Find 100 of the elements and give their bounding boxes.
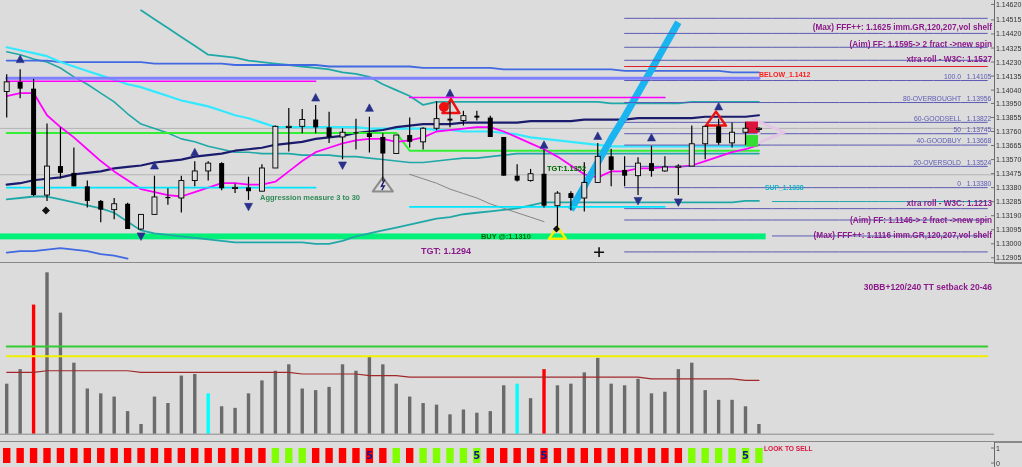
bar xyxy=(139,424,143,434)
bar xyxy=(663,391,667,434)
line-series xyxy=(5,247,129,260)
candlestick xyxy=(648,145,654,178)
candlestick xyxy=(420,126,427,151)
candlestick xyxy=(702,124,709,160)
bar xyxy=(448,414,452,434)
annotation: 5 xyxy=(742,450,750,461)
candlestick xyxy=(313,104,319,134)
line-series xyxy=(409,173,545,223)
candlestick xyxy=(178,175,185,214)
candlestick xyxy=(622,155,628,187)
candlestick xyxy=(232,182,239,194)
candlestick xyxy=(393,134,400,154)
bar xyxy=(18,369,22,434)
bar xyxy=(219,406,224,434)
candlestick xyxy=(3,73,10,119)
candlestick xyxy=(191,160,198,187)
candlestick xyxy=(474,110,480,122)
bar xyxy=(99,393,103,434)
candlestick xyxy=(57,126,63,180)
bar xyxy=(636,378,640,434)
point xyxy=(647,133,656,142)
bar xyxy=(45,272,49,434)
bar xyxy=(421,403,425,434)
candlestick xyxy=(84,179,90,209)
point xyxy=(311,93,320,102)
candlestick xyxy=(487,115,493,138)
bar xyxy=(354,370,358,434)
bar xyxy=(125,411,130,434)
annotation: xtra roll - W3C: 1.1527 xyxy=(906,55,993,65)
bar xyxy=(609,383,613,434)
point xyxy=(190,147,200,156)
bar xyxy=(246,393,251,434)
bar xyxy=(649,393,654,434)
candlestick xyxy=(326,111,332,144)
annotation: 5 xyxy=(365,450,373,461)
candlestick xyxy=(339,127,346,160)
bar xyxy=(757,424,761,434)
annotation: (Aim) FF: 1.1146-> 2 fract ->new spin xyxy=(850,215,992,225)
bar xyxy=(260,380,264,434)
bar xyxy=(112,396,116,434)
bar xyxy=(743,406,748,434)
candlestick xyxy=(433,100,440,131)
point xyxy=(136,232,146,241)
candlestick xyxy=(205,160,212,182)
bar xyxy=(515,383,519,434)
candlestick xyxy=(755,126,762,133)
annotation: TGT: 1.1294 xyxy=(421,246,472,257)
candlestick xyxy=(568,190,574,212)
point xyxy=(445,88,455,97)
bar xyxy=(72,362,76,434)
bar xyxy=(206,393,210,434)
bar xyxy=(475,412,479,434)
candlestick xyxy=(366,116,372,154)
candlestick xyxy=(608,148,614,187)
candlestick xyxy=(407,117,413,149)
candlestick xyxy=(98,199,104,223)
candlestick xyxy=(246,176,251,201)
point xyxy=(633,197,643,206)
point xyxy=(365,103,374,112)
bar xyxy=(166,403,170,434)
bar xyxy=(488,411,492,434)
candlestick xyxy=(17,68,23,99)
bar xyxy=(461,409,466,434)
candlestick xyxy=(514,163,520,183)
bar xyxy=(381,364,385,434)
bar xyxy=(542,369,546,434)
point xyxy=(338,161,347,170)
annotation: 5 xyxy=(540,450,548,461)
annotation: (Aim) FF: 1.1595-> 2 fract ->new spin xyxy=(849,39,992,49)
bar xyxy=(233,407,237,434)
candlestick xyxy=(71,147,77,187)
annotation: (Max) FFF++: 1.1625 imm.GR,120,207,vol shelf xyxy=(812,23,993,33)
point xyxy=(714,102,723,111)
candlestick xyxy=(299,108,306,134)
candlestick xyxy=(742,121,749,146)
candlestick xyxy=(258,163,265,192)
annotation: 30BB+120/240 TT setback 20-46 xyxy=(863,281,993,292)
candlestick xyxy=(675,163,682,196)
candlestick xyxy=(151,175,158,215)
candlestick xyxy=(635,156,641,196)
point xyxy=(150,161,159,170)
point xyxy=(674,198,683,207)
point xyxy=(244,203,253,212)
point xyxy=(593,131,603,140)
bar xyxy=(327,386,331,434)
point xyxy=(15,54,25,63)
bar xyxy=(730,399,734,434)
annotation: (Max) FFF++: 1.1116 imm.GR,120,207,vol shelf xyxy=(813,231,993,241)
annotation: xtra roll - W3C: 1.1213 xyxy=(906,199,993,209)
candlestick xyxy=(716,118,722,146)
candlestick xyxy=(285,107,292,153)
candlestick xyxy=(111,197,118,220)
annotation: 5 xyxy=(473,450,481,461)
point xyxy=(539,140,549,149)
candlestick xyxy=(729,121,736,149)
bar xyxy=(569,383,573,434)
candlestick xyxy=(447,101,453,128)
candlestick xyxy=(661,155,668,173)
